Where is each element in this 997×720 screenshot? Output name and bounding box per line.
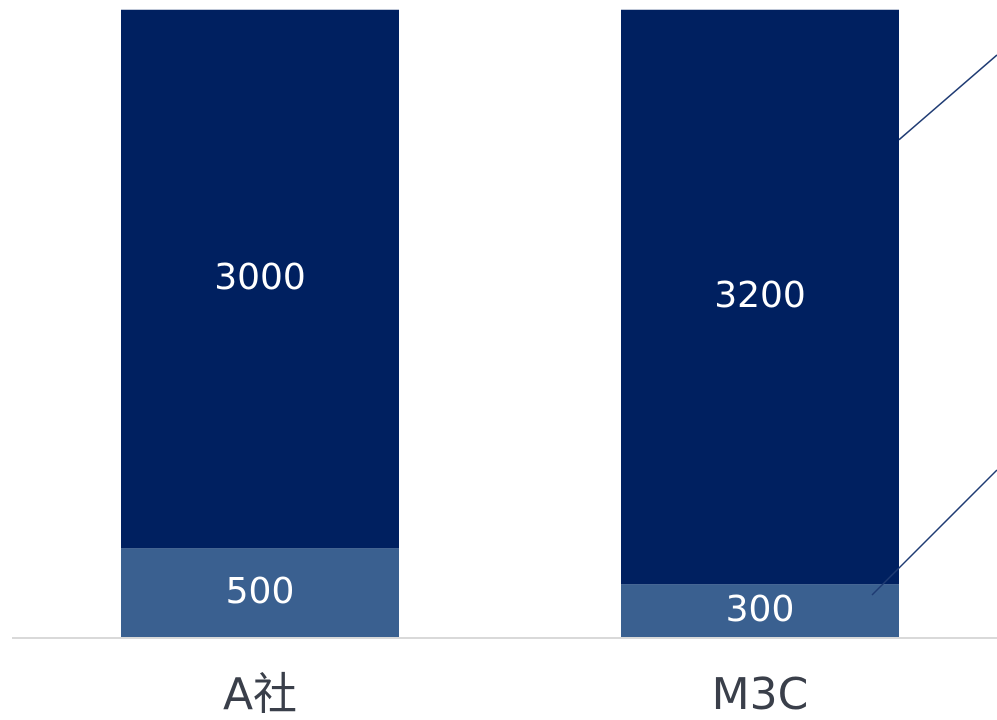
connector-lines-group [871, 54, 997, 596]
connector-line-top [898, 54, 997, 141]
bars-group [121, 9, 899, 638]
data-label-1-2: 3000 [214, 257, 306, 298]
data-label-1-1: 500 [226, 571, 295, 612]
segment-labels-group: 500 3000 300 3200 [214, 257, 806, 630]
category-label-1: A社 [223, 669, 297, 720]
bar-segment-1-1 [121, 548, 399, 638]
bar-segment-2-1 [621, 584, 899, 638]
connector-line-bottom [871, 469, 997, 596]
bar-segment-2-2 [621, 9, 899, 585]
data-label-2-1: 300 [726, 589, 795, 630]
category-labels-group: A社 M3C [223, 669, 808, 720]
category-label-2: M3C [712, 669, 809, 720]
bar-segment-1-2 [121, 9, 399, 549]
data-label-2-2: 3200 [714, 275, 806, 316]
